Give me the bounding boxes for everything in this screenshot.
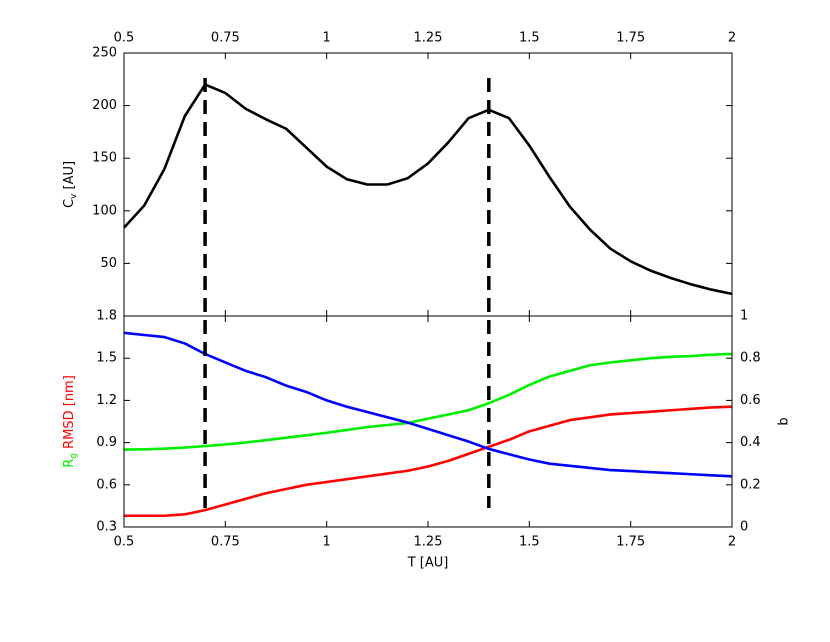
plot-frame bbox=[123, 52, 733, 317]
y-tick-label: 150 bbox=[92, 151, 117, 166]
y2-tick-label: 0.2 bbox=[740, 477, 761, 492]
x-tick-label: 1 bbox=[323, 535, 331, 550]
y-tick-label: 1.2 bbox=[96, 393, 117, 408]
y-tick-label: 0.3 bbox=[96, 520, 117, 535]
y-axis-label: Rg RMSD [nm] bbox=[62, 375, 79, 468]
y2-tick-label: 0.8 bbox=[740, 351, 761, 366]
x-tick-label: 1.25 bbox=[414, 31, 443, 46]
data-line bbox=[124, 405, 733, 518]
y2-tick-label: 0.6 bbox=[740, 393, 761, 408]
y-axis-label-part: RMSD [nm] bbox=[62, 375, 77, 453]
y-axis-label-part: C bbox=[62, 199, 77, 208]
x-tick-label: 1.5 bbox=[519, 31, 540, 46]
y-tick-label: 0.9 bbox=[96, 435, 117, 450]
y-tick-label: 200 bbox=[92, 98, 117, 113]
y2-tick-label: 0.4 bbox=[740, 435, 761, 450]
x-tick-label: 2 bbox=[728, 31, 736, 46]
y-tick-label: 50 bbox=[100, 256, 117, 271]
y2-axis-label: b bbox=[777, 417, 792, 425]
plot-frame bbox=[123, 315, 733, 528]
y-axis-label-part: g bbox=[69, 453, 79, 459]
y-axis-label-part: v bbox=[69, 193, 79, 199]
y-tick-label: 100 bbox=[92, 203, 117, 218]
y2-tick-label: 1 bbox=[740, 309, 748, 324]
y-tick-label: 0.6 bbox=[96, 477, 117, 492]
y-tick-label: 250 bbox=[92, 46, 117, 61]
x-tick-label: 0.75 bbox=[211, 31, 240, 46]
y-axis-label: Cv [AU] bbox=[62, 161, 79, 208]
y-axis-label-part: R bbox=[62, 459, 77, 468]
x-tick-label: 1.25 bbox=[414, 535, 443, 550]
y-tick-label: 1.8 bbox=[96, 309, 117, 324]
y-axis-label-part: [AU] bbox=[62, 161, 77, 194]
x-tick-label: 0.75 bbox=[211, 535, 240, 550]
x-axis-label: T [AU] bbox=[407, 556, 449, 571]
x-tick-label: 0.5 bbox=[114, 535, 135, 550]
data-line bbox=[123, 83, 733, 296]
x-tick-label: 1.75 bbox=[616, 31, 645, 46]
x-tick-label: 1.5 bbox=[519, 535, 540, 550]
x-tick-label: 2 bbox=[728, 535, 736, 550]
data-line bbox=[123, 352, 733, 451]
x-tick-label: 1.75 bbox=[616, 535, 645, 550]
data-line bbox=[123, 331, 733, 478]
y-tick-label: 1.5 bbox=[96, 351, 117, 366]
x-tick-label: 0.5 bbox=[114, 31, 135, 46]
y2-tick-label: 0 bbox=[740, 520, 748, 535]
x-tick-label: 1 bbox=[323, 31, 331, 46]
